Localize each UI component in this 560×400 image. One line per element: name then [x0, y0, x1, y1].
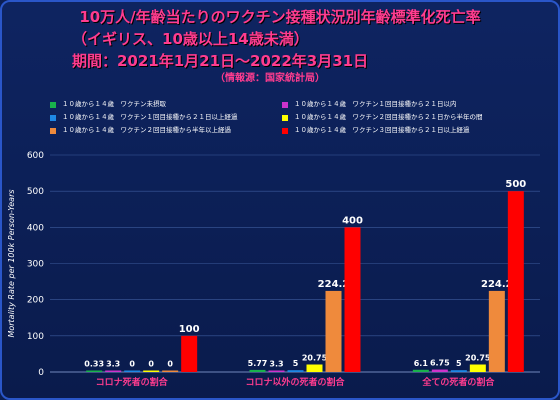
- chart-period: 期間：2021年1月21日〜2022年3月31日: [72, 52, 369, 70]
- legend-item: １０歳から１４歳 ワクチン１回目接種から２１日以内: [282, 100, 520, 109]
- data-label: 224.2: [481, 279, 513, 290]
- y-axis-label: Mortality Rate per 100k Person-Years: [7, 189, 16, 337]
- data-label: 0: [167, 360, 173, 369]
- bar: [469, 364, 486, 372]
- legend: １０歳から１４歳 ワクチン未摂取 １０歳から１４歳 ワクチン１回目接種から２１日以…: [50, 100, 520, 135]
- bar: [143, 370, 160, 372]
- legend-label: １０歳から１４歳 ワクチン２回目接種から半年以上経過: [62, 126, 231, 134]
- data-label: 5.77: [248, 359, 268, 368]
- legend-item: １０歳から１４歳 ワクチン３回目接種から２１日以上経過: [282, 126, 520, 135]
- legend-label: １０歳から１４歳 ワクチン未摂取: [62, 100, 166, 108]
- x-category-label: 全ての死者の割合: [421, 376, 495, 388]
- data-label: 3.3: [106, 360, 120, 369]
- bar: [268, 370, 285, 372]
- bar: [507, 191, 524, 372]
- legend-label: １０歳から１４歳 ワクチン１回目接種から２１日以内: [294, 100, 457, 108]
- legend-swatch: [50, 127, 56, 134]
- bar: [124, 370, 141, 372]
- bar: [287, 370, 304, 372]
- data-label: 500: [505, 179, 526, 190]
- y-tick-label: 400: [27, 223, 44, 233]
- y-tick-label: 300: [27, 260, 44, 270]
- data-label: 0.33: [84, 360, 104, 369]
- y-tick-label: 500: [27, 187, 44, 197]
- data-label: 6.75: [430, 359, 450, 368]
- legend-item: １０歳から１４歳 ワクチン１回目接種から２１日以上経過: [50, 113, 282, 122]
- legend-label: １０歳から１４歳 ワクチン１回目接種から２１日以上経過: [62, 113, 238, 121]
- title-block: 10万人/年齢当たりのワクチン接種状況別年齢標準化死亡率 （イギリス、10歳以上…: [0, 6, 560, 86]
- chart-source: （情報源：国家統計局）: [215, 73, 325, 84]
- legend-label: １０歳から１４歳 ワクチン３回目接種から２１日以上経過: [294, 126, 470, 134]
- bar: [344, 227, 361, 372]
- bar: [431, 369, 448, 372]
- legend-item: １０歳から１４歳 ワクチン２回目接種から２１日から半年の間: [282, 113, 520, 122]
- bar: [105, 370, 122, 372]
- data-label: 100: [179, 324, 200, 335]
- legend-swatch: [50, 101, 56, 108]
- data-label: 400: [342, 215, 363, 226]
- data-label: 6.1: [414, 359, 429, 368]
- legend-swatch: [50, 114, 56, 121]
- bar: [325, 290, 342, 372]
- data-label: 224.2: [318, 279, 350, 290]
- data-label: 0: [129, 360, 135, 369]
- data-label: 0: [148, 360, 154, 369]
- y-tick-label: 200: [27, 296, 44, 306]
- bar: [86, 370, 103, 372]
- chart-title: 10万人/年齢当たりのワクチン接種状況別年齢標準化死亡率: [79, 8, 481, 26]
- legend-swatch: [282, 127, 288, 134]
- legend-swatch: [282, 114, 288, 121]
- legend-swatch: [282, 101, 288, 108]
- bar: [412, 369, 429, 372]
- bar: [249, 369, 266, 372]
- legend-label: １０歳から１４歳 ワクチン２回目接種から２１日から半年の間: [294, 113, 483, 121]
- y-tick-label: 0: [38, 368, 44, 378]
- bar: [162, 370, 179, 372]
- x-category-label: コロナ以外の死者の割合: [245, 376, 345, 388]
- chart-subtitle: （イギリス、10歳以上14歳未満）: [72, 30, 309, 48]
- x-category-label: コロナ死者の割合: [96, 376, 169, 388]
- bar: [306, 364, 323, 372]
- data-label: 5: [293, 359, 299, 368]
- y-tick-label: 100: [27, 332, 44, 342]
- bar: [450, 370, 467, 372]
- legend-item: １０歳から１４歳 ワクチン２回目接種から半年以上経過: [50, 126, 282, 135]
- legend-item: １０歳から１４歳 ワクチン未摂取: [50, 100, 282, 109]
- data-label: 20.75: [302, 353, 328, 362]
- y-tick-label: 600: [27, 151, 44, 161]
- data-label: 20.75: [465, 353, 491, 362]
- bar: [181, 335, 198, 372]
- data-label: 5: [456, 359, 462, 368]
- bar: [488, 290, 505, 372]
- data-label: 3.3: [269, 360, 283, 369]
